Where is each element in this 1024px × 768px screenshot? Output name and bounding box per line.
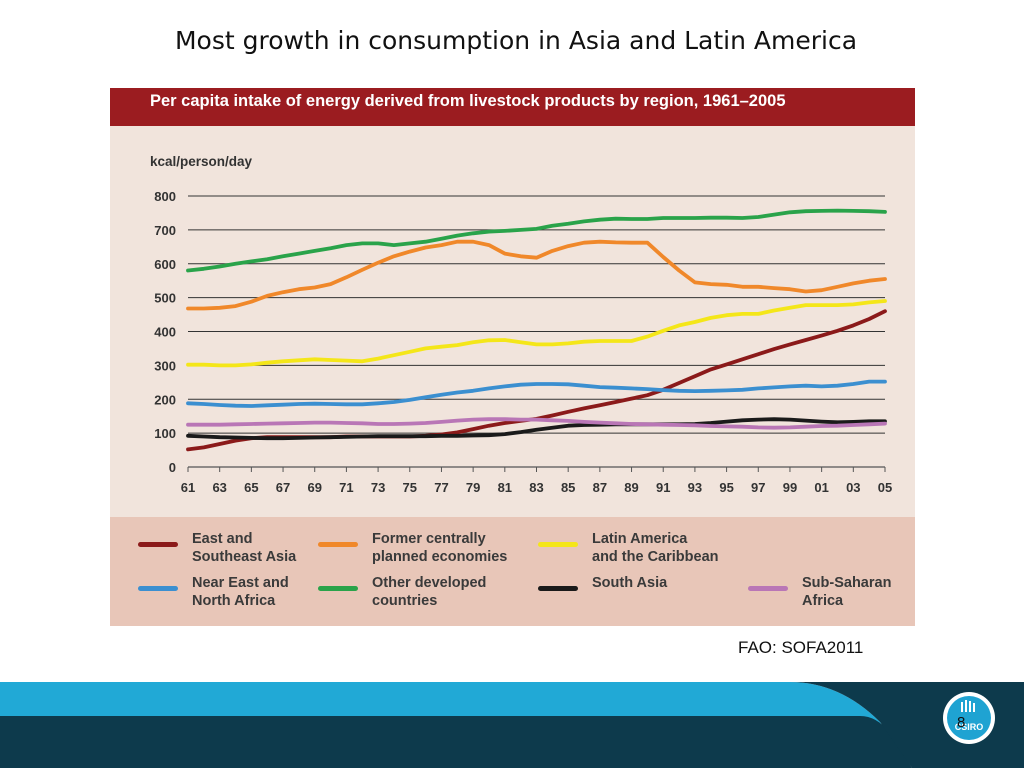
legend-item: Sub-Saharan Africa [748, 574, 891, 610]
x-tick-label: 87 [593, 480, 607, 495]
x-tick-label: 81 [498, 480, 512, 495]
y-tick-label: 200 [154, 392, 176, 407]
legend-swatch [318, 542, 358, 547]
legend-label: Other developed countries [372, 575, 487, 609]
legend-label: Latin America and the Caribbean [592, 531, 719, 565]
y-tick-label: 800 [154, 189, 176, 204]
series-line-2 [186, 299, 887, 368]
legend-swatch [318, 586, 358, 591]
y-tick-label: 0 [169, 460, 176, 475]
legend-label: Sub-Saharan Africa [802, 575, 892, 609]
chart-legend: East and Southeast Asia Former centrally … [110, 517, 915, 626]
x-tick-label: 69 [307, 480, 321, 495]
y-tick-label: 100 [154, 426, 176, 441]
x-tick-label: 83 [529, 480, 543, 495]
x-tick-label: 75 [403, 480, 417, 495]
legend-item: South Asia [538, 574, 667, 592]
legend-label: Near East and North Africa [192, 575, 289, 609]
x-tick-label: 99 [783, 480, 797, 495]
x-tick-label: 95 [719, 480, 733, 495]
x-tick-label: 01 [814, 480, 828, 495]
x-tick-label: 73 [371, 480, 385, 495]
series-line-4 [186, 208, 887, 273]
legend-swatch [538, 542, 578, 547]
x-tick-label: 89 [624, 480, 638, 495]
x-tick-label: 85 [561, 480, 575, 495]
x-tick-label: 79 [466, 480, 480, 495]
series-line-6 [186, 417, 887, 430]
x-tick-label: 05 [878, 480, 892, 495]
legend-label: East and Southeast Asia [192, 531, 297, 565]
chart-figure: Per capita intake of energy derived from… [110, 88, 915, 626]
legend-item: Latin America and the Caribbean [538, 530, 719, 566]
chart-title-bar: Per capita intake of energy derived from… [110, 88, 915, 126]
legend-swatch [748, 586, 788, 591]
x-tick-label: 61 [181, 480, 195, 495]
x-tick-label: 77 [434, 480, 448, 495]
series-line-3 [186, 379, 887, 408]
y-tick-label: 500 [154, 291, 176, 306]
x-tick-label: 97 [751, 480, 765, 495]
series-line-1 [186, 239, 887, 311]
y-tick-label: 700 [154, 223, 176, 238]
legend-label: Former centrally planned economies [372, 531, 508, 565]
chart-title: Per capita intake of energy derived from… [150, 92, 786, 110]
legend-swatch [538, 586, 578, 591]
footer-dark-band [0, 716, 912, 768]
logo-text: CSIRO [955, 722, 984, 732]
line-chart: kcal/person/day 0 100 200 300 400 500 600 700 800… [150, 154, 892, 495]
y-tick-label: 600 [154, 257, 176, 272]
legend-swatch [138, 542, 178, 547]
legend-label: South Asia [592, 575, 668, 591]
csiro-logo: CSIRO [943, 692, 995, 744]
x-tick-label: 71 [339, 480, 353, 495]
x-tick-label: 63 [212, 480, 226, 495]
x-tick-label: 65 [244, 480, 258, 495]
x-tick-label: 91 [656, 480, 670, 495]
y-axis-label: kcal/person/day [150, 154, 253, 169]
x-tick-label: 67 [276, 480, 290, 495]
legend-item: Other developed countries [318, 574, 486, 610]
x-tick-label: 93 [688, 480, 702, 495]
y-tick-label: 400 [154, 325, 176, 340]
page-number: 8 [957, 714, 966, 731]
legend-item: East and Southeast Asia [138, 530, 296, 566]
legend-item: Near East and North Africa [138, 574, 289, 610]
legend-swatch [138, 586, 178, 591]
y-tick-label: 300 [154, 358, 176, 373]
footer-band: CSIRO [0, 682, 1024, 768]
source-credit: FAO: SOFA2011 [738, 638, 864, 657]
legend-item: Former centrally planned economies [318, 530, 507, 566]
series-line-5 [186, 417, 887, 441]
slide-title: Most growth in consumption in Asia and L… [174, 26, 858, 55]
x-tick-label: 03 [846, 480, 860, 495]
